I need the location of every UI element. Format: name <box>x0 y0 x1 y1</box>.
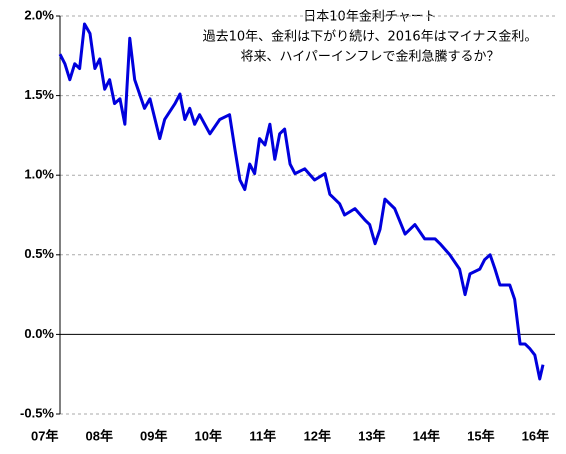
y-tick-label: 1.0% <box>24 167 54 182</box>
x-tick-label: 11年 <box>249 428 276 443</box>
y-tick-label: 2.0% <box>24 7 54 22</box>
chart-title: 将来、ハイパーインフレで金利急騰するか？ <box>240 49 499 65</box>
x-tick-label: 15年 <box>467 428 494 443</box>
x-tick-label: 12年 <box>304 428 331 443</box>
chart-title: 日本10年金利チャート <box>303 9 436 25</box>
line-series <box>58 22 545 381</box>
x-tick-label: 08年 <box>86 428 113 443</box>
y-tick-label: 0.0% <box>24 326 54 341</box>
x-tick-label: 16年 <box>522 428 549 443</box>
chart-title: 過去10年、金利は下がり続け、2016年はマイナス金利。 <box>203 29 538 45</box>
x-tick-label: 07年 <box>31 428 58 443</box>
x-tick-label: 10年 <box>195 428 222 443</box>
x-tick-label: 13年 <box>358 428 385 443</box>
y-tick-label: -0.5% <box>20 405 54 420</box>
x-tick-label: 09年 <box>140 428 167 443</box>
x-tick-label: 14年 <box>413 428 440 443</box>
y-tick-label: 1.5% <box>24 87 54 102</box>
y-tick-label: 0.5% <box>24 246 54 261</box>
